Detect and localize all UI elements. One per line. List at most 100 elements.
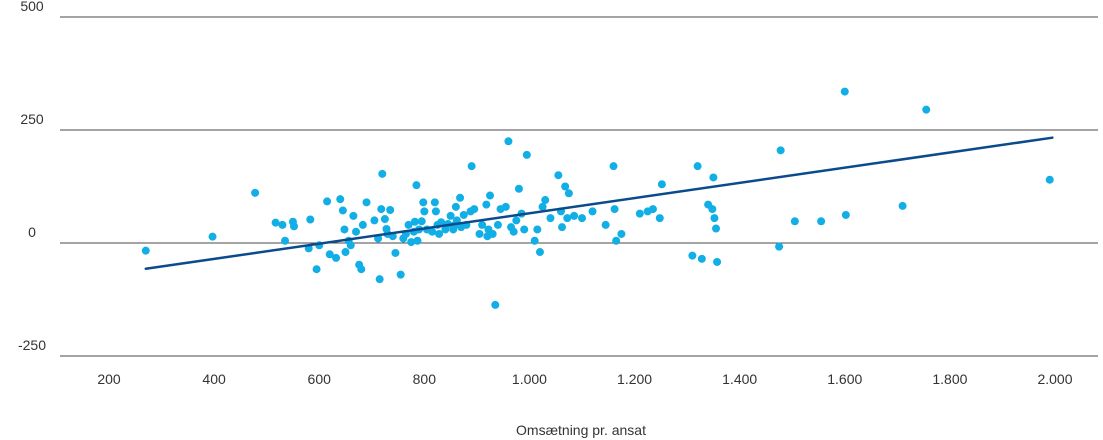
data-point [578, 214, 586, 223]
data-point [655, 214, 664, 223]
data-point [407, 238, 416, 247]
data-point [554, 171, 563, 180]
data-point [482, 200, 491, 209]
y-tick-label: 0 [28, 224, 36, 240]
data-point [776, 146, 785, 155]
data-point [514, 184, 523, 193]
data-point [325, 250, 334, 259]
data-point [358, 220, 367, 229]
data-point [467, 162, 476, 171]
data-point [470, 205, 479, 214]
data-point [271, 218, 280, 227]
data-point [475, 229, 484, 238]
data-point [841, 210, 850, 219]
data-point [456, 193, 465, 202]
data-point [601, 220, 610, 229]
data-point [512, 216, 521, 225]
data-point [509, 227, 518, 236]
data-point [278, 220, 287, 229]
data-point [352, 227, 361, 236]
data-points [141, 87, 1054, 309]
data-point [541, 196, 550, 205]
y-tick-label: 250 [20, 111, 44, 127]
data-point [341, 248, 350, 257]
data-point [520, 225, 529, 234]
data-point [491, 300, 500, 309]
data-point [431, 207, 440, 216]
data-point [709, 173, 718, 182]
data-point [417, 217, 426, 226]
data-point [410, 217, 419, 226]
data-point [530, 236, 539, 245]
data-point [546, 214, 555, 223]
data-point [420, 207, 429, 216]
data-point [922, 105, 931, 114]
data-point [790, 217, 799, 226]
data-point [712, 224, 721, 233]
data-point [251, 188, 260, 197]
x-tick-label: 1.400 [722, 371, 757, 387]
data-point [478, 220, 487, 229]
trendline-group [144, 136, 1054, 271]
data-point [697, 254, 706, 263]
x-tick-label: 600 [308, 371, 332, 387]
data-point [533, 225, 542, 234]
data-point [386, 206, 395, 215]
data-point [648, 205, 657, 214]
data-point [419, 198, 428, 207]
data-point [346, 241, 355, 250]
x-axis-label: Omsætning pr. ansat [516, 422, 646, 438]
data-point [538, 202, 547, 211]
data-point [370, 216, 379, 225]
x-tick-label: 800 [413, 371, 437, 387]
data-point [391, 248, 400, 257]
data-point [404, 220, 413, 229]
data-point [430, 198, 439, 207]
data-point [323, 197, 332, 206]
data-point [289, 222, 298, 231]
data-point [713, 257, 722, 266]
data-point [657, 180, 666, 189]
x-tick-label: 1.800 [932, 371, 967, 387]
data-point [340, 225, 349, 234]
data-point [486, 191, 495, 200]
gridlines [60, 16, 1098, 357]
data-point [840, 87, 849, 96]
data-point [208, 232, 217, 241]
data-point [504, 137, 513, 146]
data-point [635, 209, 644, 218]
data-point [451, 202, 460, 211]
data-point [775, 242, 784, 251]
data-point [375, 275, 384, 284]
data-point [708, 205, 717, 214]
data-point [522, 150, 531, 159]
data-point [898, 201, 907, 210]
data-point [1045, 175, 1054, 184]
x-tick-label: 1.200 [617, 371, 652, 387]
data-point [377, 205, 386, 214]
data-point [362, 198, 371, 207]
data-point [570, 211, 579, 220]
x-tick-label: 400 [202, 371, 226, 387]
x-tick-label: 2.000 [1037, 371, 1072, 387]
data-point [564, 189, 573, 198]
data-point [312, 265, 321, 274]
data-point [380, 215, 389, 224]
y-tick-label: -250 [18, 337, 46, 353]
data-point [817, 217, 826, 226]
data-point [617, 229, 626, 238]
data-point [338, 206, 347, 215]
y-axis-ticks: 500 250 0 -250 [18, 0, 46, 353]
data-point [435, 229, 444, 238]
data-point [609, 162, 618, 171]
x-tick-label: 200 [97, 371, 121, 387]
data-point [561, 182, 570, 191]
x-tick-label: 1.600 [827, 371, 862, 387]
data-point [488, 229, 497, 238]
data-point [563, 214, 572, 223]
data-point [558, 223, 567, 232]
data-point [141, 246, 150, 255]
data-point [493, 220, 502, 229]
data-point [610, 205, 619, 214]
